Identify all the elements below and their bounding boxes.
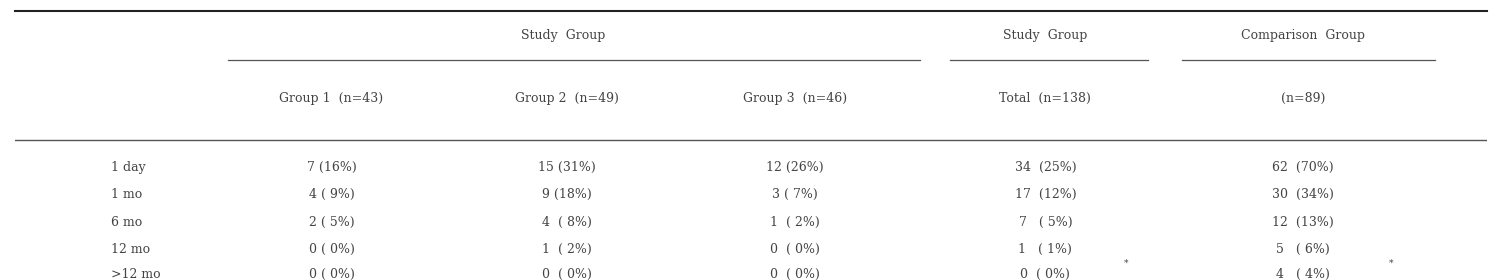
Text: 0  ( 0%): 0 ( 0%) [542,268,592,280]
Text: 9 (18%): 9 (18%) [542,188,592,201]
Text: >12 mo: >12 mo [111,268,161,280]
Text: 12 mo: 12 mo [111,243,150,256]
Text: 0  ( 0%): 0 ( 0%) [771,268,820,280]
Text: *: * [1123,259,1128,268]
Text: Study  Group: Study Group [521,29,605,42]
Text: 0 ( 0%): 0 ( 0%) [308,268,354,280]
Text: 62  (70%): 62 (70%) [1272,161,1334,174]
Text: Total  (n=138): Total (n=138) [999,92,1092,105]
Text: 1  ( 2%): 1 ( 2%) [771,216,820,229]
Text: Comparison  Group: Comparison Group [1241,29,1365,42]
Text: 1 mo: 1 mo [111,188,143,201]
Text: 0  ( 0%): 0 ( 0%) [1020,268,1071,280]
Text: 4   ( 4%): 4 ( 4%) [1277,268,1329,280]
Text: 34  (25%): 34 (25%) [1014,161,1077,174]
Text: 6 mo: 6 mo [111,216,143,229]
Text: 2 ( 5%): 2 ( 5%) [309,216,354,229]
Text: Group 2  (n=49): Group 2 (n=49) [515,92,619,105]
Text: (n=89): (n=89) [1281,92,1325,105]
Text: 5   ( 6%): 5 ( 6%) [1277,243,1329,256]
Text: 1  ( 2%): 1 ( 2%) [542,243,592,256]
Text: 12 (26%): 12 (26%) [766,161,825,174]
Text: 12  (13%): 12 (13%) [1272,216,1334,229]
Text: 3 ( 7%): 3 ( 7%) [772,188,819,201]
Text: 1   ( 1%): 1 ( 1%) [1018,243,1072,256]
Text: Group 3  (n=46): Group 3 (n=46) [743,92,847,105]
Text: 4 ( 9%): 4 ( 9%) [308,188,354,201]
Text: Group 1  (n=43): Group 1 (n=43) [279,92,383,105]
Text: 0 ( 0%): 0 ( 0%) [308,243,354,256]
Text: 1 day: 1 day [111,161,146,174]
Text: 17  (12%): 17 (12%) [1014,188,1077,201]
Text: 4  ( 8%): 4 ( 8%) [542,216,592,229]
Text: 0  ( 0%): 0 ( 0%) [771,243,820,256]
Text: 7 (16%): 7 (16%) [306,161,356,174]
Text: Study  Group: Study Group [1003,29,1087,42]
Text: 15 (31%): 15 (31%) [538,161,596,174]
Text: *: * [1389,259,1394,268]
Text: 7   ( 5%): 7 ( 5%) [1018,216,1072,229]
Text: 30  (34%): 30 (34%) [1272,188,1334,201]
